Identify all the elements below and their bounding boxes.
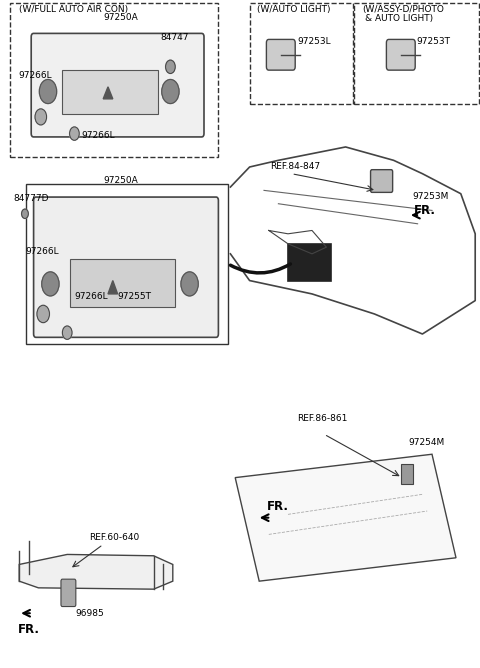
Bar bbox=[288, 244, 331, 281]
FancyBboxPatch shape bbox=[34, 197, 218, 337]
FancyBboxPatch shape bbox=[371, 170, 393, 192]
Text: 97253L: 97253L bbox=[298, 37, 331, 46]
Text: 97255T: 97255T bbox=[118, 292, 152, 301]
Text: REF.84-847: REF.84-847 bbox=[270, 162, 320, 171]
Circle shape bbox=[70, 127, 79, 140]
Circle shape bbox=[62, 326, 72, 339]
Circle shape bbox=[166, 60, 175, 73]
Text: (W/FULL AUTO AIR CON): (W/FULL AUTO AIR CON) bbox=[19, 5, 128, 13]
Text: 97250A: 97250A bbox=[103, 176, 138, 185]
Text: 97266L: 97266L bbox=[18, 71, 52, 80]
Polygon shape bbox=[235, 454, 456, 581]
Text: 97266L: 97266L bbox=[82, 131, 115, 140]
Circle shape bbox=[39, 79, 57, 104]
Polygon shape bbox=[103, 87, 113, 99]
Circle shape bbox=[162, 79, 179, 104]
FancyBboxPatch shape bbox=[31, 33, 204, 137]
Circle shape bbox=[42, 272, 59, 296]
FancyBboxPatch shape bbox=[386, 39, 415, 70]
Circle shape bbox=[22, 209, 28, 218]
Text: 97253M: 97253M bbox=[413, 192, 449, 201]
Bar bbox=[250, 3, 353, 104]
Text: FR.: FR. bbox=[414, 204, 436, 217]
Text: 97250A: 97250A bbox=[103, 13, 138, 21]
Bar bbox=[354, 3, 479, 104]
Bar bbox=[62, 70, 158, 114]
Text: (W/AUTO LIGHT): (W/AUTO LIGHT) bbox=[257, 5, 330, 13]
Text: & AUTO LIGHT): & AUTO LIGHT) bbox=[365, 14, 433, 23]
FancyBboxPatch shape bbox=[61, 579, 76, 607]
Text: 97266L: 97266L bbox=[74, 292, 108, 301]
FancyBboxPatch shape bbox=[266, 39, 295, 70]
Text: FR.: FR. bbox=[18, 623, 40, 635]
Bar bbox=[401, 464, 413, 484]
Text: 97254M: 97254M bbox=[408, 438, 444, 446]
Polygon shape bbox=[108, 281, 118, 294]
Circle shape bbox=[181, 272, 198, 296]
Text: (W/ASSY-D/PHOTO: (W/ASSY-D/PHOTO bbox=[362, 5, 444, 13]
Text: 97253T: 97253T bbox=[417, 37, 451, 46]
Text: FR.: FR. bbox=[266, 500, 288, 512]
Bar bbox=[10, 3, 218, 157]
Text: 96985: 96985 bbox=[76, 609, 105, 618]
Text: 97266L: 97266L bbox=[25, 247, 59, 256]
Text: REF.86-861: REF.86-861 bbox=[297, 414, 347, 423]
Bar bbox=[70, 259, 175, 307]
Polygon shape bbox=[19, 554, 173, 589]
Circle shape bbox=[37, 305, 49, 323]
Bar bbox=[26, 184, 228, 344]
Circle shape bbox=[35, 109, 47, 125]
Text: 84747: 84747 bbox=[161, 33, 189, 42]
Text: 84777D: 84777D bbox=[13, 194, 49, 202]
Text: REF.60-640: REF.60-640 bbox=[89, 533, 139, 542]
